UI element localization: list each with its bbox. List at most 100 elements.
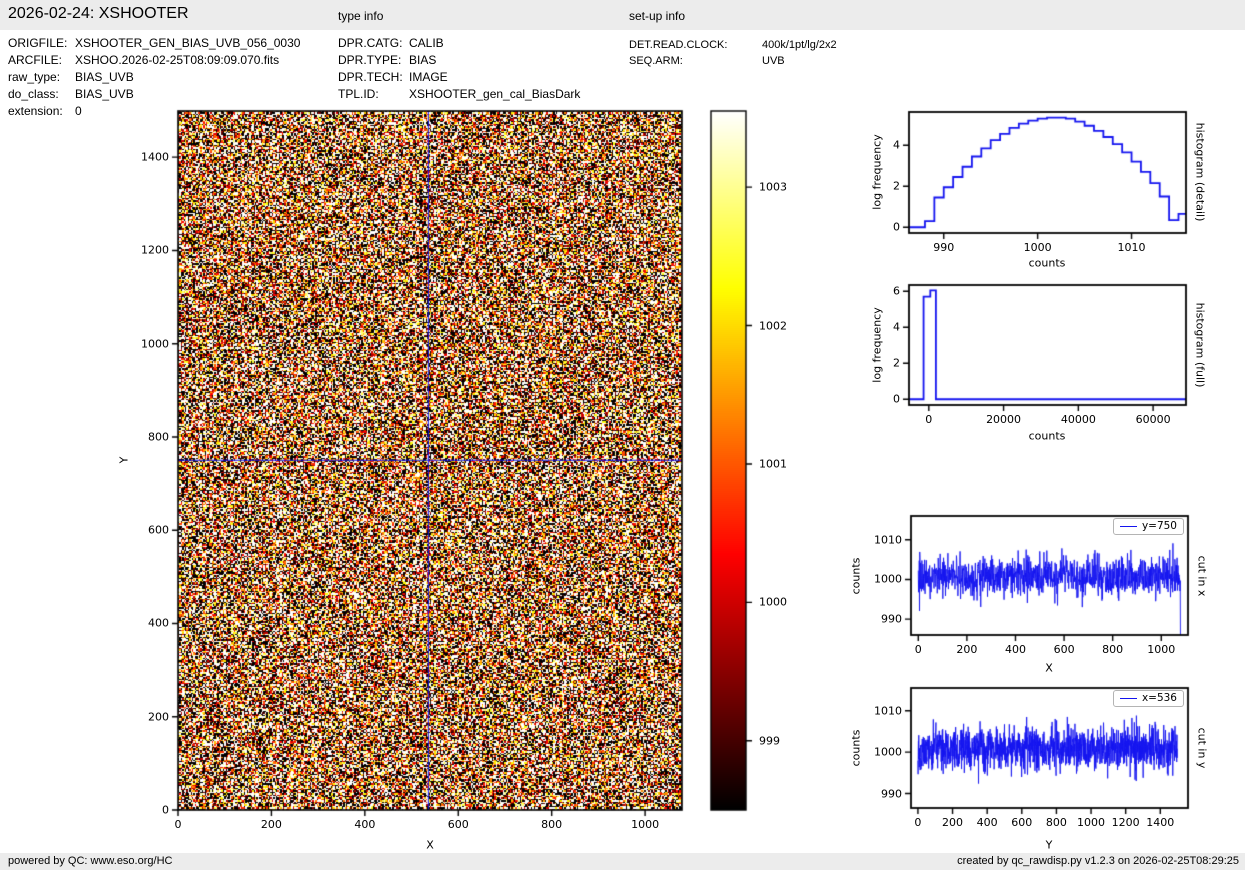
info-value: XSHOO.2026-02-25T08:09:09.070.fits [75,52,279,69]
info-value: BIAS_UVB [75,69,134,86]
x-tick-label: 0 [925,413,932,426]
x-tick-label: 200 [942,816,963,829]
legend-line-sample [1120,526,1137,527]
y-tick-label: 990 [881,613,902,626]
x-tick-label: 600 [448,818,469,831]
x-tick-label: 800 [541,818,562,831]
cut-x-xlabel: X [1045,662,1053,675]
x-tick-label: 1000 [1147,643,1175,656]
page-title: 2026-02-24: XSHOOTER [8,5,189,23]
info-value: XSHOOTER_GEN_BIAS_UVB_056_0030 [75,35,300,52]
info-label: extension: [8,103,75,120]
cut-y-xlabel: Y [1046,839,1053,852]
header-bar: 2026-02-24: XSHOOTER type info set-up in… [0,0,1245,30]
info-row: DPR.CATG:CALIB [338,35,580,52]
y-tick-label: 1000 [874,746,902,759]
info-row: ARCFILE:XSHOO.2026-02-25T08:09:09.070.fi… [8,52,300,69]
y-tick-label: 800 [148,430,169,443]
x-tick-label: 60000 [1136,413,1171,426]
footer-powered-by: powered by QC: www.eso.org/HC [8,855,172,867]
setup-info-heading: set-up info [629,9,685,23]
x-tick-label: 1200 [1112,816,1140,829]
cut-x-ylabel: counts [850,558,863,595]
info-label: DPR.TYPE: [338,52,409,69]
hist-detail-ylabel: log frequency [871,134,884,209]
y-tick-label: 1010 [874,704,902,717]
info-row: DET.READ.CLOCK:400k/1pt/lg/2x2 [629,37,837,53]
info-row: DPR.TECH:IMAGE [338,69,580,86]
main-image-xlabel: X [426,839,434,852]
x-tick-label: 200 [956,643,977,656]
cut-y-right-label: cut in y [1196,728,1209,769]
x-tick-label: 200 [261,818,282,831]
hist-full-right-label: histogram (full) [1194,303,1207,388]
x-tick-label: 0 [914,816,921,829]
info-value: BIAS_UVB [75,86,134,103]
x-tick-label: 40000 [1061,413,1096,426]
info-row: SEQ.ARM:UVB [629,53,837,69]
info-value: 0 [75,103,82,120]
x-tick-label: 600 [1054,643,1075,656]
y-tick-label: 990 [881,787,902,800]
info-row: raw_type:BIAS_UVB [8,69,300,86]
info-label: SEQ.ARM: [629,53,762,69]
info-label: raw_type: [8,69,75,86]
colorbar-tick-label: 1001 [759,457,787,470]
y-tick-label: 1400 [141,151,169,164]
footer-bar: powered by QC: www.eso.org/HC created by… [0,853,1245,870]
x-tick-label: 0 [915,643,922,656]
x-tick-label: 0 [175,818,182,831]
cut-x-right-label: cut in x [1196,556,1209,597]
y-tick-label: 6 [893,285,900,298]
x-tick-label: 1000 [1024,241,1052,254]
info-label: ORIGFILE: [8,35,75,52]
info-row: do_class:BIAS_UVB [8,86,300,103]
colorbar-tick-label: 999 [759,734,780,747]
colorbar-tick-label: 1000 [759,596,787,609]
y-tick-label: 2 [893,357,900,370]
info-value: IMAGE [409,69,448,86]
legend-cut-x-label: y=750 [1142,520,1177,532]
x-tick-label: 800 [1046,816,1067,829]
y-tick-label: 0 [893,393,900,406]
footer-created-by: created by qc_rawdisp.py v1.2.3 on 2026-… [957,855,1239,867]
file-info-block: ORIGFILE:XSHOOTER_GEN_BIAS_UVB_056_0030 … [8,35,300,120]
legend-line-sample [1120,698,1137,699]
info-value: 400k/1pt/lg/2x2 [762,37,837,53]
info-row: extension:0 [8,103,300,120]
y-tick-label: 200 [148,710,169,723]
x-tick-label: 990 [933,241,954,254]
legend-cut-x: y=750 [1113,518,1184,535]
setup-info-block: DET.READ.CLOCK:400k/1pt/lg/2x2 SEQ.ARM:U… [629,37,837,69]
x-tick-label: 20000 [986,413,1021,426]
hist-detail-right-label: histogram (detail) [1194,123,1207,222]
info-value: UVB [762,53,785,69]
y-tick-label: 1200 [141,244,169,257]
y-tick-label: 4 [893,321,900,334]
info-label: DPR.CATG: [338,35,409,52]
x-tick-label: 1000 [1077,816,1105,829]
x-tick-label: 1010 [1118,241,1146,254]
y-tick-label: 1010 [874,533,902,546]
qc-report-page: 2026-02-24: XSHOOTER type info set-up in… [0,0,1245,870]
x-tick-label: 600 [1011,816,1032,829]
y-tick-label: 4 [893,139,900,152]
info-row: TPL.ID:XSHOOTER_gen_cal_BiasDark [338,86,580,103]
x-tick-label: 1400 [1146,816,1174,829]
info-value: CALIB [409,35,444,52]
y-tick-label: 400 [148,617,169,630]
main-image-ylabel: Y [118,457,131,464]
info-row: ORIGFILE:XSHOOTER_GEN_BIAS_UVB_056_0030 [8,35,300,52]
colorbar-tick-label: 1003 [759,181,787,194]
legend-cut-y-label: x=536 [1142,692,1177,704]
info-value: XSHOOTER_gen_cal_BiasDark [409,86,580,103]
y-tick-label: 0 [162,804,169,817]
x-tick-label: 400 [354,818,375,831]
y-tick-label: 1000 [141,337,169,350]
legend-cut-y: x=536 [1113,690,1184,707]
info-label: DPR.TECH: [338,69,409,86]
info-label: TPL.ID: [338,86,409,103]
y-tick-label: 2 [893,180,900,193]
info-label: ARCFILE: [8,52,75,69]
info-label: do_class: [8,86,75,103]
